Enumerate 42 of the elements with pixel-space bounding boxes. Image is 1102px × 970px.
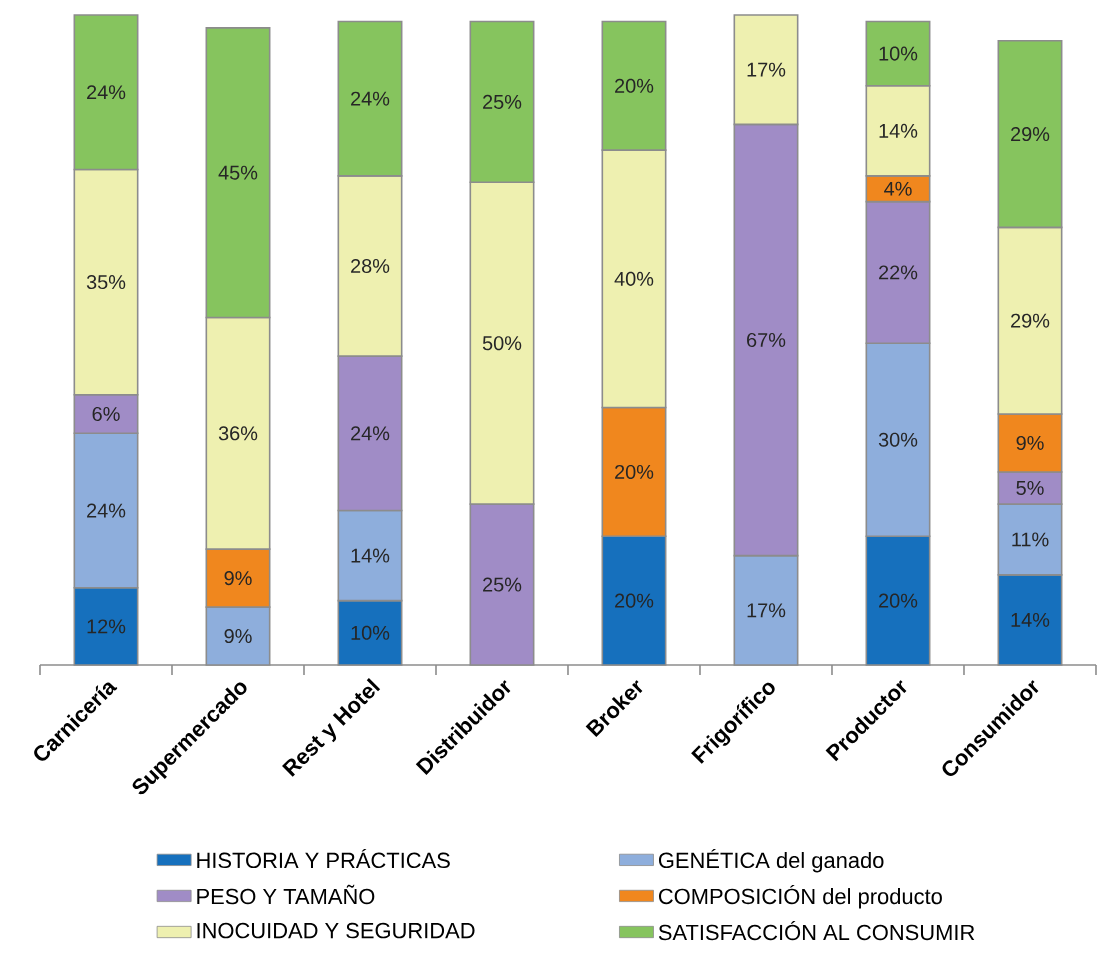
data-label: 28%	[351, 258, 390, 274]
data-label: 9%	[1016, 435, 1044, 451]
data-label: 14%	[1011, 612, 1050, 627]
data-label: 11%	[1012, 532, 1049, 547]
legend-label: INOCUIDAD Y SEGURIDAD	[197, 922, 475, 939]
data-label: 40%	[614, 271, 654, 286]
data-label: 67%	[747, 332, 786, 348]
legend-label: SATISFACCIÓN AL CONSUMIR	[658, 921, 975, 941]
data-label: 29%	[1011, 313, 1050, 328]
data-label: 35%	[86, 275, 126, 290]
data-label: 24%	[351, 426, 390, 441]
legend-label: COMPOSICIÓN del producto	[658, 884, 942, 909]
data-label: 45%	[218, 165, 258, 180]
data-label: 9%	[224, 628, 252, 644]
data-label: 10%	[351, 625, 390, 640]
data-label: 17%	[747, 62, 786, 77]
data-label: 14%	[351, 548, 390, 563]
data-label: 20%	[879, 593, 918, 608]
legend-label: GENÉTICA del ganado	[658, 848, 884, 873]
data-label: 25%	[483, 577, 522, 592]
data-label: 20%	[615, 593, 654, 608]
data-label: 24%	[87, 85, 126, 100]
data-label: 12%	[87, 619, 126, 634]
legend-label: HISTORIA Y PRÁCTICAS	[197, 848, 450, 869]
legend-label: PESO Y TAMAÑO	[197, 884, 375, 905]
data-label: 30%	[878, 432, 918, 447]
data-label: 5%	[1016, 480, 1044, 496]
data-label: 22%	[879, 265, 918, 280]
data-label: 50%	[482, 336, 522, 351]
data-label: 4%	[884, 181, 912, 196]
data-label: 6%	[92, 406, 120, 422]
data-label: 10%	[879, 46, 918, 61]
data-label: 17%	[747, 603, 786, 618]
data-label: 9%	[224, 571, 252, 586]
data-label: 29%	[1011, 127, 1050, 142]
data-label: 36%	[218, 426, 258, 441]
data-label: 20%	[615, 464, 654, 479]
data-label: 24%	[87, 503, 126, 518]
data-label: 25%	[483, 94, 522, 109]
data-label: 14%	[879, 123, 918, 138]
data-label: 24%	[351, 91, 390, 106]
data-label: 20%	[615, 78, 654, 93]
